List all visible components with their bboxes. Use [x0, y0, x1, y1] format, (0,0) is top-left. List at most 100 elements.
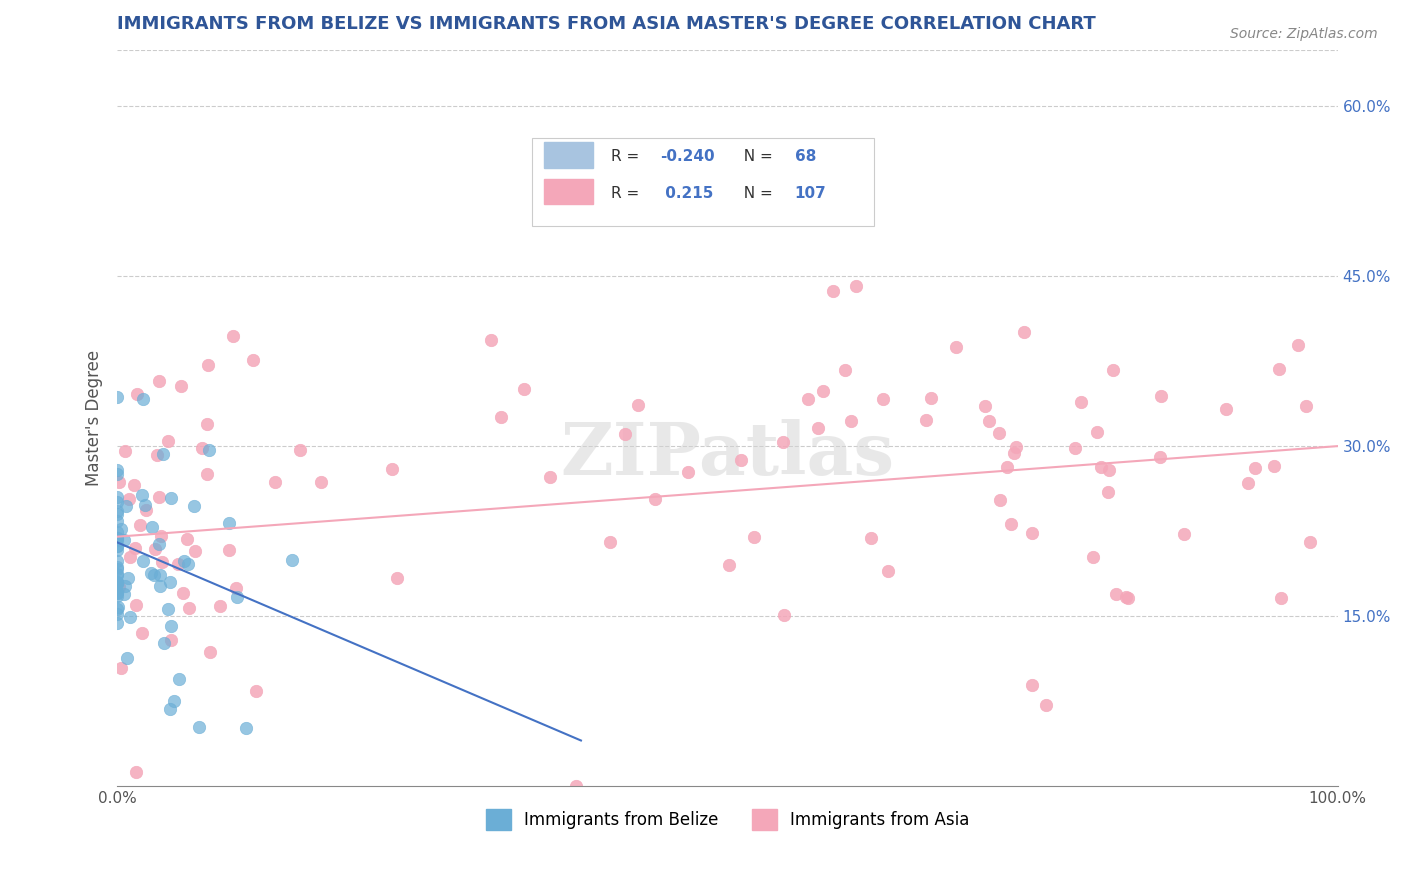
Point: [381, 462, 404, 476]
Point: [222, 329, 245, 343]
Text: 68: 68: [794, 149, 815, 164]
Point: [118, 610, 141, 624]
Point: [1286, 338, 1309, 352]
Point: [1035, 698, 1057, 712]
Point: [105, 495, 128, 509]
Point: [730, 453, 752, 467]
Point: [148, 579, 170, 593]
FancyBboxPatch shape: [544, 178, 593, 204]
Point: [945, 340, 967, 354]
Point: [105, 390, 128, 404]
Point: [920, 391, 942, 405]
Point: [118, 492, 141, 507]
Point: [1270, 591, 1292, 605]
Point: [1149, 450, 1171, 465]
Point: [128, 518, 150, 533]
Point: [105, 533, 128, 547]
Point: [1081, 549, 1104, 564]
Point: [859, 532, 882, 546]
Point: [218, 543, 240, 558]
Point: [489, 410, 512, 425]
Point: [163, 694, 186, 708]
Y-axis label: Master's Degree: Master's Degree: [86, 350, 103, 486]
Point: [170, 378, 193, 392]
Point: [153, 636, 176, 650]
Point: [148, 491, 170, 505]
Point: [226, 590, 249, 604]
Point: [1005, 440, 1028, 454]
FancyBboxPatch shape: [531, 138, 875, 227]
Point: [1150, 389, 1173, 403]
Point: [872, 392, 894, 407]
Point: [225, 581, 247, 595]
Point: [105, 568, 128, 582]
Point: [1295, 400, 1317, 414]
Point: [1105, 587, 1128, 601]
Point: [772, 435, 794, 450]
Point: [146, 448, 169, 462]
Point: [148, 537, 170, 551]
Point: [813, 384, 835, 398]
Point: [914, 413, 936, 427]
Point: [105, 531, 128, 545]
Point: [108, 475, 131, 489]
Point: [1012, 325, 1035, 339]
Text: N =: N =: [734, 149, 778, 164]
Point: [988, 493, 1011, 508]
Text: R =: R =: [612, 186, 644, 201]
Point: [195, 417, 218, 432]
Text: R =: R =: [612, 149, 644, 164]
Point: [197, 442, 219, 457]
Point: [105, 560, 128, 574]
Point: [1002, 446, 1025, 460]
Point: [124, 541, 146, 556]
Point: [599, 535, 621, 549]
Point: [105, 539, 128, 553]
Point: [183, 544, 205, 558]
Point: [1263, 458, 1285, 473]
Point: [105, 508, 128, 522]
Point: [105, 576, 128, 591]
Point: [131, 626, 153, 640]
Point: [987, 425, 1010, 440]
Point: [105, 539, 128, 553]
Point: [107, 599, 129, 614]
Point: [834, 363, 856, 377]
Point: [143, 542, 166, 557]
Point: [172, 586, 194, 600]
Point: [1267, 362, 1289, 376]
Point: [105, 566, 128, 581]
Point: [148, 374, 170, 388]
Point: [676, 465, 699, 479]
Legend: Immigrants from Belize, Immigrants from Asia: Immigrants from Belize, Immigrants from …: [479, 803, 976, 837]
Point: [105, 504, 128, 518]
Point: [242, 353, 264, 368]
Point: [1299, 534, 1322, 549]
Point: [1173, 527, 1195, 541]
Point: [105, 584, 128, 599]
Point: [105, 577, 128, 591]
Point: [1021, 525, 1043, 540]
Point: [141, 566, 163, 581]
Text: IMMIGRANTS FROM BELIZE VS IMMIGRANTS FROM ASIA MASTER'S DEGREE CORRELATION CHART: IMMIGRANTS FROM BELIZE VS IMMIGRANTS FRO…: [117, 15, 1095, 33]
Point: [159, 575, 181, 590]
Point: [105, 467, 128, 481]
Point: [742, 530, 765, 544]
Point: [125, 764, 148, 779]
Point: [156, 434, 179, 448]
Point: [105, 586, 128, 600]
Text: -0.240: -0.240: [661, 149, 714, 164]
FancyBboxPatch shape: [544, 142, 593, 168]
Point: [135, 503, 157, 517]
Point: [160, 633, 183, 648]
Point: [105, 531, 128, 545]
Point: [132, 392, 155, 406]
Point: [281, 553, 304, 567]
Point: [156, 602, 179, 616]
Point: [105, 543, 128, 558]
Point: [150, 556, 173, 570]
Point: [806, 420, 828, 434]
Point: [149, 529, 172, 543]
Point: [112, 533, 135, 547]
Point: [176, 533, 198, 547]
